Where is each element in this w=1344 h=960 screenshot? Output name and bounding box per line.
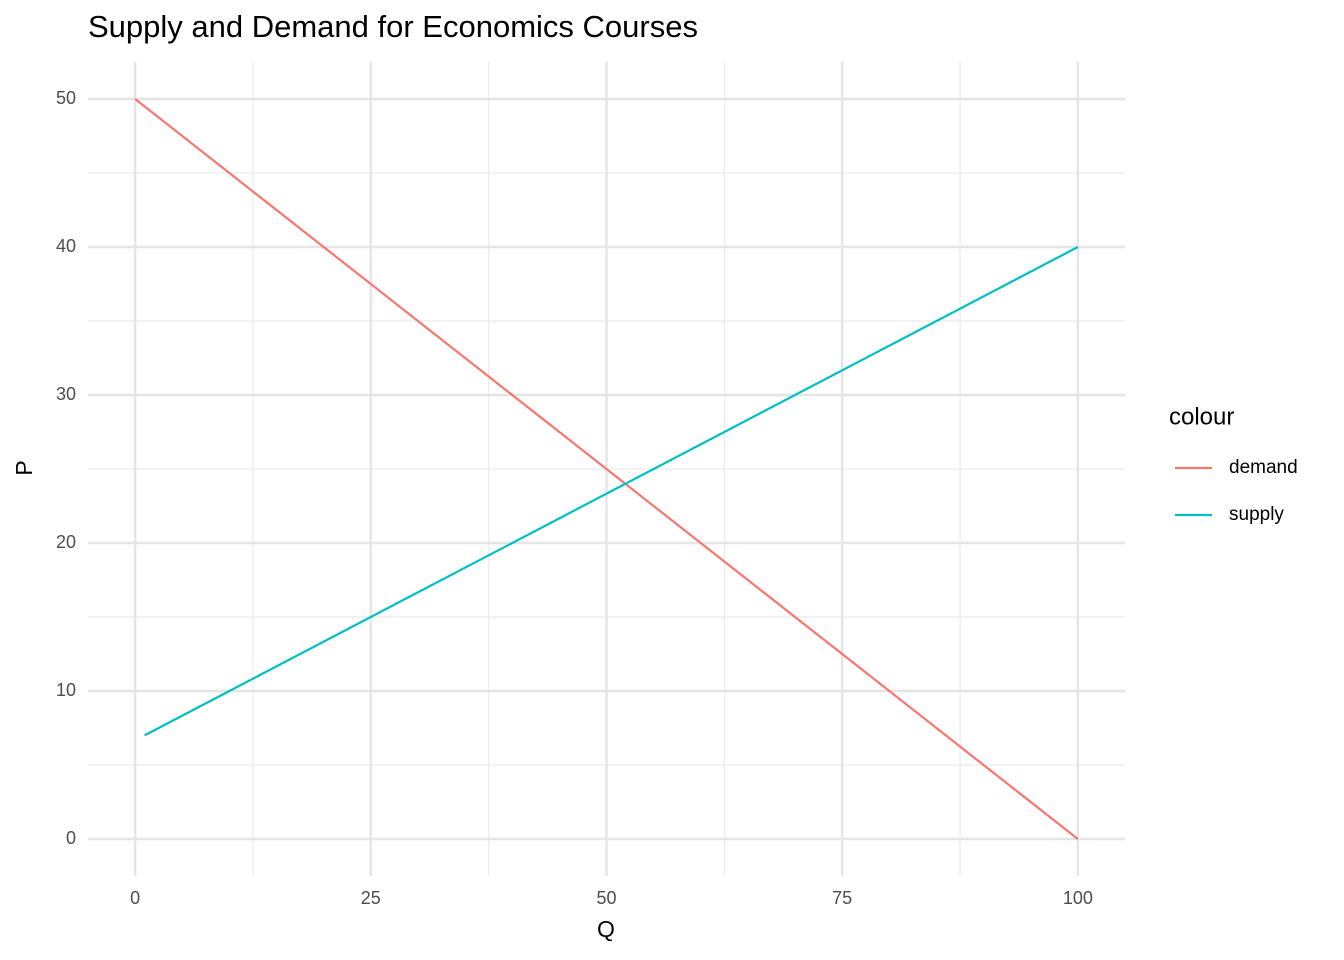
x-tick-label: 0 xyxy=(130,888,140,908)
x-tick-label: 50 xyxy=(596,888,616,908)
y-tick-label: 0 xyxy=(66,828,76,848)
data-line xyxy=(144,246,1079,737)
x-axis-title: Q xyxy=(597,916,615,942)
y-axis-title: P xyxy=(11,460,37,475)
y-tick-label: 20 xyxy=(56,532,76,552)
legend-label: supply xyxy=(1229,504,1284,525)
x-tick-label: 100 xyxy=(1063,888,1093,908)
legend-title: colour xyxy=(1169,403,1234,430)
data-line xyxy=(134,98,1079,840)
y-tick-label: 50 xyxy=(56,88,76,108)
x-tick-label: 75 xyxy=(832,888,852,908)
y-tick-label: 10 xyxy=(56,680,76,700)
x-tick-label: 25 xyxy=(361,888,381,908)
legend-label: demand xyxy=(1229,457,1298,478)
y-tick-label: 30 xyxy=(56,384,76,404)
chart-title: Supply and Demand for Economics Courses xyxy=(88,9,698,44)
y-tick-label: 40 xyxy=(56,236,76,256)
